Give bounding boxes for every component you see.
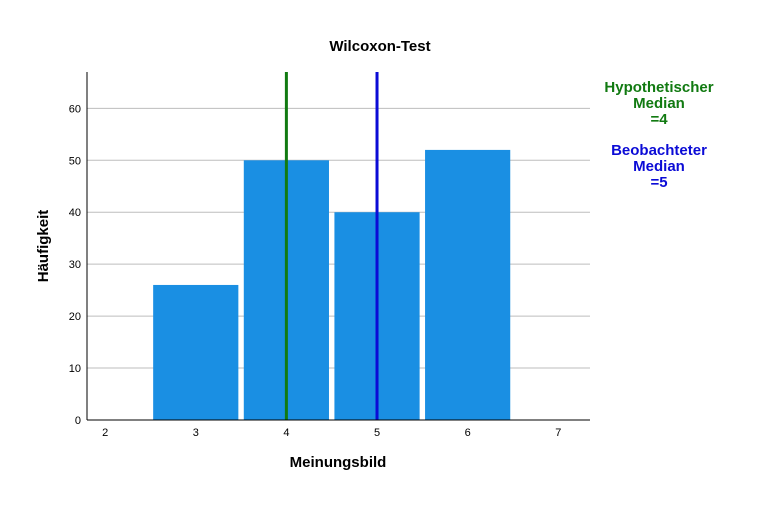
y-tick-label: 50 <box>69 155 81 167</box>
median-annotations: HypothetischerMedian=4BeobachteterMedian… <box>604 79 713 191</box>
x-tick-label: 4 <box>283 427 289 439</box>
y-tick-label: 0 <box>75 415 81 427</box>
reference-lines <box>284 72 379 420</box>
median-annotation-line: =5 <box>650 174 667 191</box>
y-tick-label: 30 <box>69 259 81 271</box>
y-tick-label: 20 <box>69 311 81 323</box>
y-axis-title: Häufigkeit <box>35 210 52 283</box>
median-annotation-line: =4 <box>650 111 668 128</box>
median-annotation-line: Median <box>633 95 685 112</box>
x-tick-label: 6 <box>465 427 471 439</box>
y-tick-label: 60 <box>69 103 81 115</box>
x-axis-title: Meinungsbild <box>290 454 387 471</box>
x-tick-label: 5 <box>374 427 380 439</box>
median-annotation-line: Beobachteter <box>611 142 707 159</box>
bar <box>425 149 511 420</box>
x-tick-label: 3 <box>193 427 199 439</box>
y-tick-labels: 0 10 20 30 40 50 60 <box>69 103 81 427</box>
x-tick-labels: 2 3 4 5 6 7 <box>102 427 561 439</box>
bar <box>153 284 239 420</box>
median-annotation-line: Median <box>633 158 685 175</box>
x-tick-label: 7 <box>555 427 561 439</box>
x-tick-label: 2 <box>102 427 108 439</box>
chart-title: Wilcoxon-Test <box>329 38 430 55</box>
median-annotation-line: Hypothetischer <box>604 79 713 96</box>
y-tick-label: 10 <box>69 363 81 375</box>
bars <box>153 149 511 420</box>
y-tick-label: 40 <box>69 207 81 219</box>
